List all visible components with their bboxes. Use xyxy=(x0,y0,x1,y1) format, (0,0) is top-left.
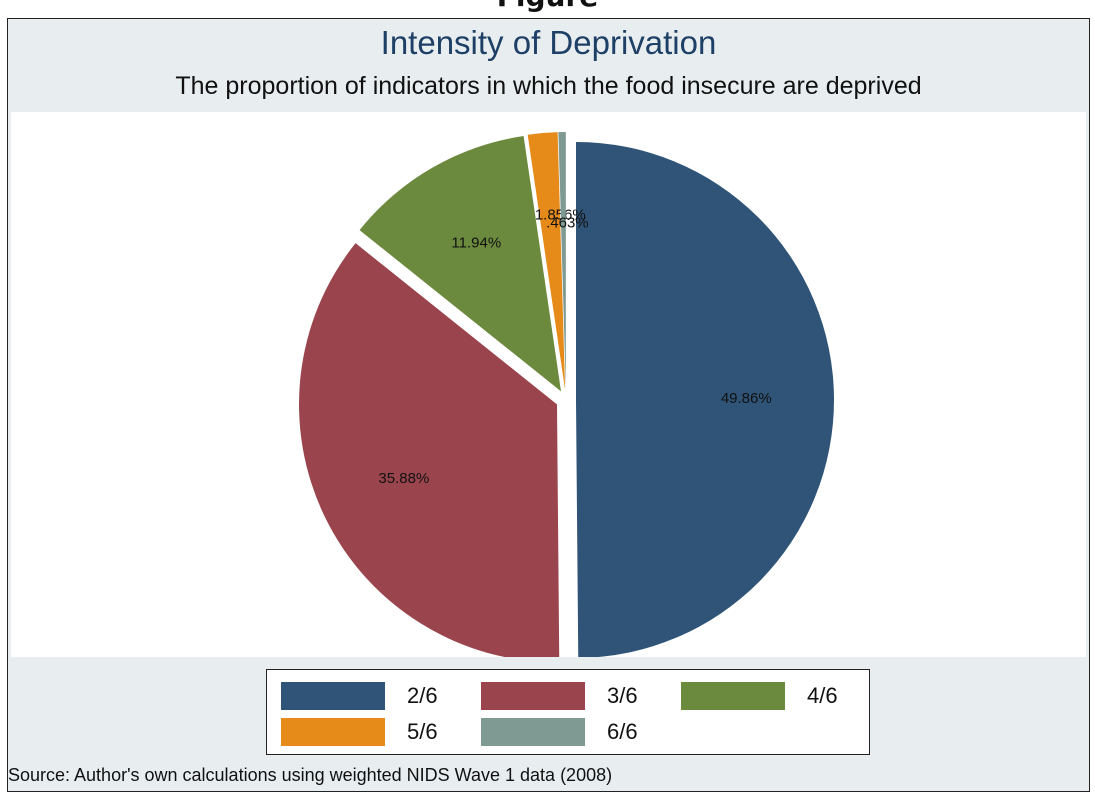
pie-slice-4-of-6 xyxy=(359,136,562,392)
pie-slice-3-of-6 xyxy=(299,243,560,657)
legend-label: 4/6 xyxy=(807,683,838,708)
slice-data-label: 1.856% xyxy=(535,206,586,223)
chart-title: Intensity of Deprivation xyxy=(380,24,717,61)
legend-swatch xyxy=(481,682,585,710)
pie-chart: 49.86% 35.88% 11.94% 1.856%.463% xyxy=(299,132,834,657)
plot-region: 49.86% 35.88% 11.94% 1.856% .463% xyxy=(11,112,1086,657)
legend: 2/6 3/6 4/6 5/6 6/6 xyxy=(266,669,870,755)
pie-slice-2-of-6 xyxy=(576,141,834,657)
chart-frame: Intensity of Deprivation The proportion … xyxy=(7,18,1090,792)
legend-swatch xyxy=(681,682,785,710)
legend-swatch xyxy=(281,718,385,746)
legend-swatch xyxy=(481,718,585,746)
slice-data-label: 49.86% xyxy=(721,390,772,407)
legend-label: 3/6 xyxy=(607,683,638,708)
pie-slice-5-of-6 xyxy=(527,132,566,391)
legend-label: 6/6 xyxy=(607,719,638,744)
legend-label: 5/6 xyxy=(407,719,438,744)
legend-swatch xyxy=(281,682,385,710)
figure-caption-fragment: Figure xyxy=(0,0,1095,18)
pie-slice-6-of-6 xyxy=(558,132,566,391)
slice-data-label: 11.94% xyxy=(451,235,501,252)
legend-label: 2/6 xyxy=(407,683,438,708)
figure-caption-text: Figure xyxy=(0,0,1095,13)
slice-data-label: .463% xyxy=(546,215,589,232)
slice-data-label: 35.88% xyxy=(378,470,429,487)
chart-subtitle: The proportion of indicators in which th… xyxy=(175,72,922,100)
source-note: Source: Author's own calculations using … xyxy=(8,765,613,785)
